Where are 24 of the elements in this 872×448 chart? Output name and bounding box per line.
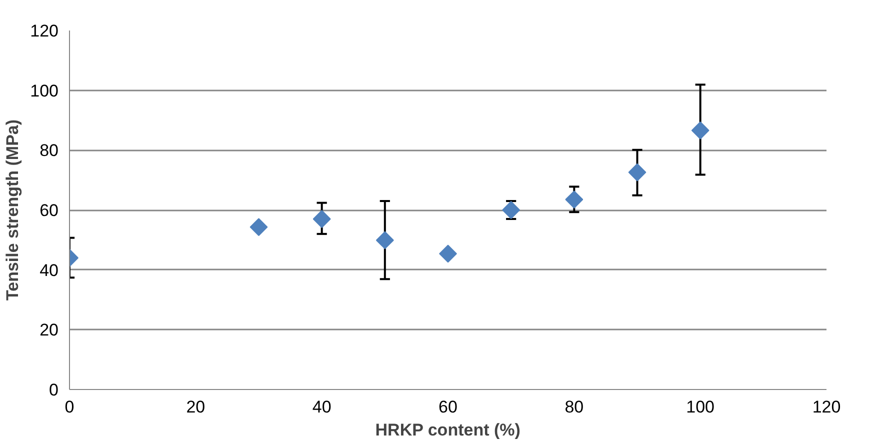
- y-tick-label: 60: [40, 201, 59, 220]
- point: [628, 163, 646, 182]
- x-tick-label: 120: [812, 398, 841, 416]
- x-tick-label: 40: [312, 398, 332, 416]
- y-tick-label: 100: [30, 81, 59, 100]
- x-tick-label: 100: [686, 398, 715, 416]
- point: [312, 210, 331, 228]
- y-axis-title: Tensile strength (MPa): [3, 119, 22, 301]
- x-tick-label: 0: [64, 398, 74, 416]
- x-axis-title: HRKP content (%): [375, 420, 520, 440]
- point: [691, 121, 710, 140]
- y-tick-label: 0: [49, 380, 59, 400]
- x-tick-label: 80: [564, 398, 584, 416]
- point: [376, 231, 394, 250]
- point: [502, 201, 520, 219]
- y-tick-label: 80: [40, 141, 59, 160]
- y-tick-label: 40: [40, 260, 59, 280]
- point: [439, 244, 457, 263]
- y-tick-label: 20: [40, 320, 59, 340]
- x-tick-label: 20: [186, 398, 206, 416]
- point: [565, 190, 584, 209]
- x-tick-label: 60: [438, 398, 458, 416]
- point: [250, 218, 268, 236]
- y-tick-label: 120: [30, 22, 59, 40]
